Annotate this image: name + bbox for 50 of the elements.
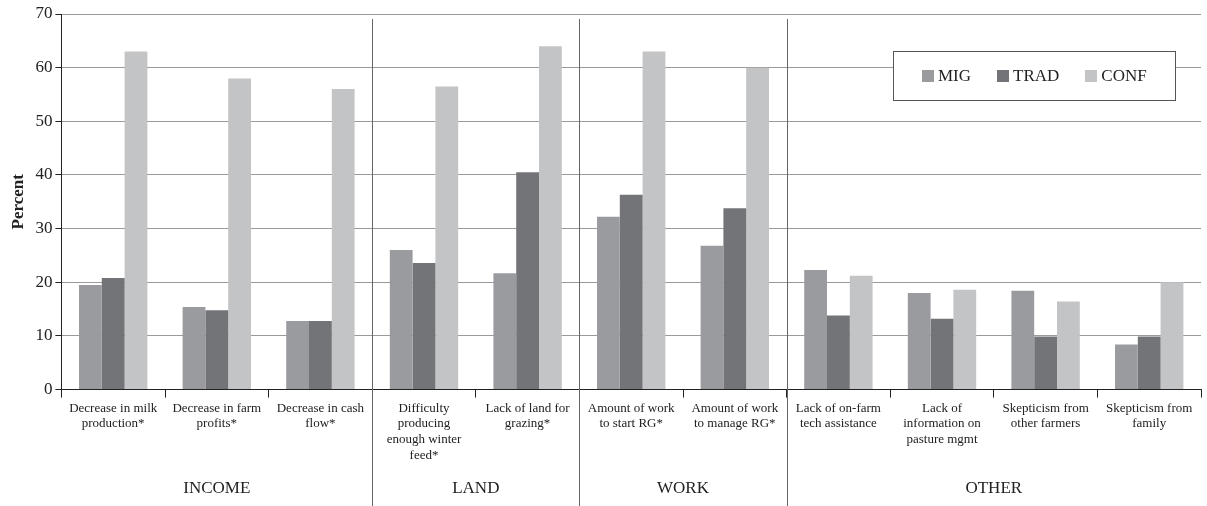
y-tick-label: 60 [35, 57, 53, 77]
x-tick-label: Decrease in cash flow* [276, 399, 365, 431]
text: OTHER [965, 478, 1023, 498]
bar [516, 172, 539, 390]
bar [124, 51, 148, 390]
bar [435, 86, 459, 390]
x-tick-label: Skepticism from family [1106, 399, 1193, 431]
x-tick-label: Amount of work to manage RG* [691, 399, 779, 431]
text: WORK [657, 478, 709, 498]
y-tick-label: 20 [35, 271, 53, 291]
bar [205, 310, 229, 390]
bar [228, 78, 251, 390]
y-tick-label: 10 [35, 325, 53, 345]
y-axis-title: Percent [7, 173, 27, 230]
x-tick-label: Decrease in milk production* [69, 399, 158, 431]
bar [619, 194, 643, 390]
bar [849, 275, 873, 390]
legend-label: CONF [1101, 66, 1147, 86]
x-tick-label: Difficulty producing enough winter feed* [386, 399, 463, 462]
bar [953, 289, 977, 390]
text: INCOME [183, 478, 251, 498]
bar [642, 51, 666, 390]
x-tick-label: Skepticism from other farmers [1002, 399, 1089, 431]
x-tick-label: Lack of on-farm tech assistance [795, 399, 881, 431]
bar [331, 89, 355, 390]
bar [1057, 301, 1080, 390]
y-tick-label: 30 [35, 218, 53, 238]
legend-label: TRAD [1013, 66, 1060, 86]
bar [1160, 282, 1184, 390]
bar [827, 315, 850, 390]
bar [309, 320, 332, 390]
y-tick-label: 50 [35, 110, 53, 130]
bar [1137, 336, 1161, 390]
bar [930, 318, 954, 390]
x-tick-label: Decrease in farm profits* [172, 399, 262, 431]
bar [101, 277, 125, 390]
bar [1115, 344, 1138, 390]
bar [723, 208, 747, 390]
text: LAND [452, 478, 500, 498]
x-tick-label: Lack of information on pasture mgmt [903, 399, 982, 447]
bar [539, 46, 562, 390]
y-tick-label: 0 [43, 379, 53, 399]
legend-label: MIG [938, 66, 972, 86]
bar [412, 262, 436, 390]
x-tick-label: Lack of land for grazing* [485, 399, 571, 431]
bar [1034, 336, 1057, 390]
bar [746, 67, 769, 390]
y-tick-label: 40 [35, 164, 53, 184]
x-tick-label: Amount of work to start RG* [587, 399, 676, 431]
y-tick-label: 70 [35, 3, 53, 23]
